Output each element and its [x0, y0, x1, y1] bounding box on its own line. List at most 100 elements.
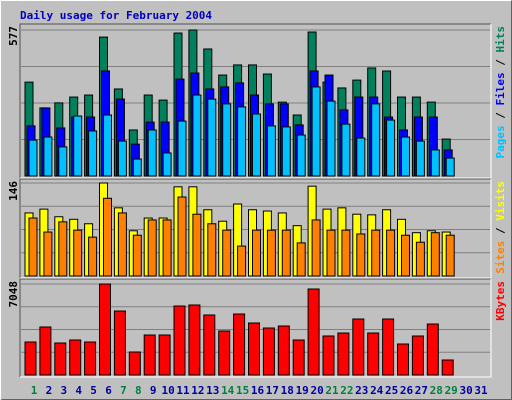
- legend-separator: /: [494, 106, 507, 126]
- x-tick-label: 1: [31, 384, 38, 397]
- legend-separator: /: [494, 221, 507, 241]
- bar: [262, 327, 275, 376]
- x-tick-label: 13: [206, 384, 219, 397]
- x-tick-label: 23: [355, 384, 368, 397]
- x-tick-label: 29: [445, 384, 458, 397]
- bar: [266, 229, 276, 277]
- bar: [128, 351, 141, 376]
- bar: [252, 229, 261, 277]
- bar: [386, 119, 396, 177]
- legend-entry: KBytes: [494, 281, 507, 321]
- x-tick-label: 19: [296, 384, 309, 397]
- x-tick-label: 28: [430, 384, 443, 397]
- bar: [426, 323, 439, 376]
- bar: [147, 219, 157, 277]
- bar: [371, 103, 381, 177]
- bar: [43, 136, 53, 177]
- bar: [58, 146, 68, 177]
- bar: [237, 106, 247, 177]
- bar: [117, 212, 127, 277]
- bar: [415, 241, 425, 277]
- bar: [28, 217, 38, 277]
- legend-entry: Files: [494, 72, 507, 105]
- bar: [326, 100, 336, 177]
- bar: [356, 233, 366, 277]
- legend: Sites / Visits: [494, 181, 507, 274]
- x-tick-label: 2: [46, 384, 53, 397]
- legend-entry: Visits: [494, 181, 507, 221]
- y-tick-label: 7048: [7, 281, 20, 308]
- x-tick-label: 22: [340, 384, 353, 397]
- bar: [58, 221, 68, 277]
- bar: [307, 288, 320, 376]
- legend: KBytes: [494, 281, 507, 321]
- bar: [39, 326, 52, 376]
- x-tick-label: 11: [176, 384, 190, 397]
- x-tick-label: 26: [400, 384, 414, 397]
- legend-separator: /: [494, 53, 507, 73]
- bar: [281, 126, 291, 177]
- x-tick-label: 9: [150, 384, 157, 397]
- bar: [84, 341, 97, 376]
- bar: [233, 313, 246, 376]
- bar: [207, 98, 217, 177]
- bar: [188, 304, 201, 376]
- bar: [296, 242, 306, 277]
- bar: [192, 94, 202, 177]
- bar: [322, 335, 335, 376]
- bar: [411, 335, 424, 376]
- bar: [337, 332, 350, 376]
- bar: [192, 213, 202, 277]
- x-tick-label: 20: [310, 384, 323, 397]
- x-tick-label: 18: [281, 384, 294, 397]
- bar: [117, 140, 127, 177]
- x-tick-label: 12: [191, 384, 204, 397]
- bar: [43, 231, 53, 277]
- bar: [207, 223, 217, 277]
- bar: [248, 322, 260, 376]
- bar: [401, 234, 410, 277]
- bar: [296, 134, 306, 177]
- bar: [222, 229, 232, 277]
- bar: [311, 219, 321, 277]
- bar: [397, 343, 409, 376]
- y-tick-label: 146: [7, 181, 20, 201]
- bar: [252, 113, 261, 177]
- bar: [401, 136, 410, 177]
- bar: [445, 157, 455, 177]
- x-tick-label: 4: [75, 384, 82, 397]
- bar: [73, 229, 83, 277]
- bar: [430, 149, 440, 177]
- bar: [28, 139, 38, 177]
- bar: [415, 140, 425, 177]
- bar: [352, 318, 365, 376]
- x-tick-label: 21: [325, 384, 339, 397]
- x-tick-label: 16: [251, 384, 265, 397]
- bar: [158, 334, 171, 376]
- bar: [143, 334, 156, 376]
- x-tick-label: 7: [120, 384, 127, 397]
- bar: [203, 314, 216, 376]
- bar: [430, 232, 440, 277]
- bar: [173, 305, 186, 376]
- bar: [88, 130, 98, 177]
- panel-bevel: [20, 179, 492, 279]
- bar: [445, 234, 455, 277]
- x-tick-label: 24: [370, 384, 384, 397]
- legend: Pages / Files / Hits: [494, 26, 507, 159]
- panel-bevel: [20, 279, 492, 378]
- bar: [177, 120, 187, 177]
- x-tick-label: 31: [474, 384, 488, 397]
- legend-entry: Pages: [494, 125, 507, 158]
- bar: [147, 129, 157, 177]
- bar: [371, 229, 381, 277]
- bar: [54, 342, 67, 376]
- x-tick-label: 14: [221, 384, 235, 397]
- bar: [311, 86, 321, 177]
- bar: [281, 229, 291, 277]
- bar: [367, 332, 380, 376]
- bar: [88, 236, 98, 277]
- bar: [386, 229, 396, 277]
